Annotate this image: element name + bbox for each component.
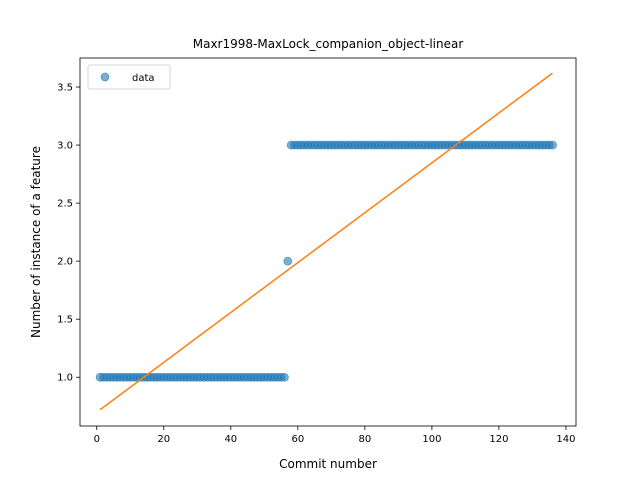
y-tick-label: 1.0: [57, 373, 73, 384]
y-tick-label: 1.5: [57, 315, 73, 326]
y-tick-label: 3.5: [57, 83, 73, 94]
y-tick-label: 2.0: [57, 257, 73, 268]
axes-frame: [79, 57, 577, 427]
x-tick-label: 100: [422, 434, 441, 445]
y-axis-ticks: 1.0 1.5 2.0 2.5 3.0 3.5: [57, 83, 80, 384]
data-point: [548, 140, 557, 150]
legend: data: [87, 64, 171, 90]
x-tick-label: 60: [291, 434, 304, 445]
legend-marker: [100, 72, 110, 82]
y-axis-label: Number of instance of a feature: [29, 146, 43, 338]
y-tick-label: 3.0: [57, 141, 73, 152]
x-tick-label: 20: [157, 434, 170, 445]
data-point: [283, 256, 293, 266]
legend-label: data: [132, 73, 155, 84]
x-tick-label: 40: [224, 434, 237, 445]
x-tick-label: 0: [94, 434, 100, 445]
x-axis-label: Commit number: [279, 457, 377, 471]
x-tick-label: 140: [556, 434, 575, 445]
x-axis-ticks: 0 20 40 60 80 100 120 140: [94, 426, 575, 445]
y-tick-label: 2.5: [57, 199, 73, 210]
x-tick-label: 80: [358, 434, 371, 445]
legend-box: [87, 64, 171, 90]
chart-title: Maxr1998-MaxLock_companion_object-linear: [193, 37, 464, 51]
plot-area: [79, 57, 577, 427]
data-point: [280, 372, 289, 382]
x-tick-label: 120: [489, 434, 508, 445]
fit-line: [99, 72, 553, 411]
